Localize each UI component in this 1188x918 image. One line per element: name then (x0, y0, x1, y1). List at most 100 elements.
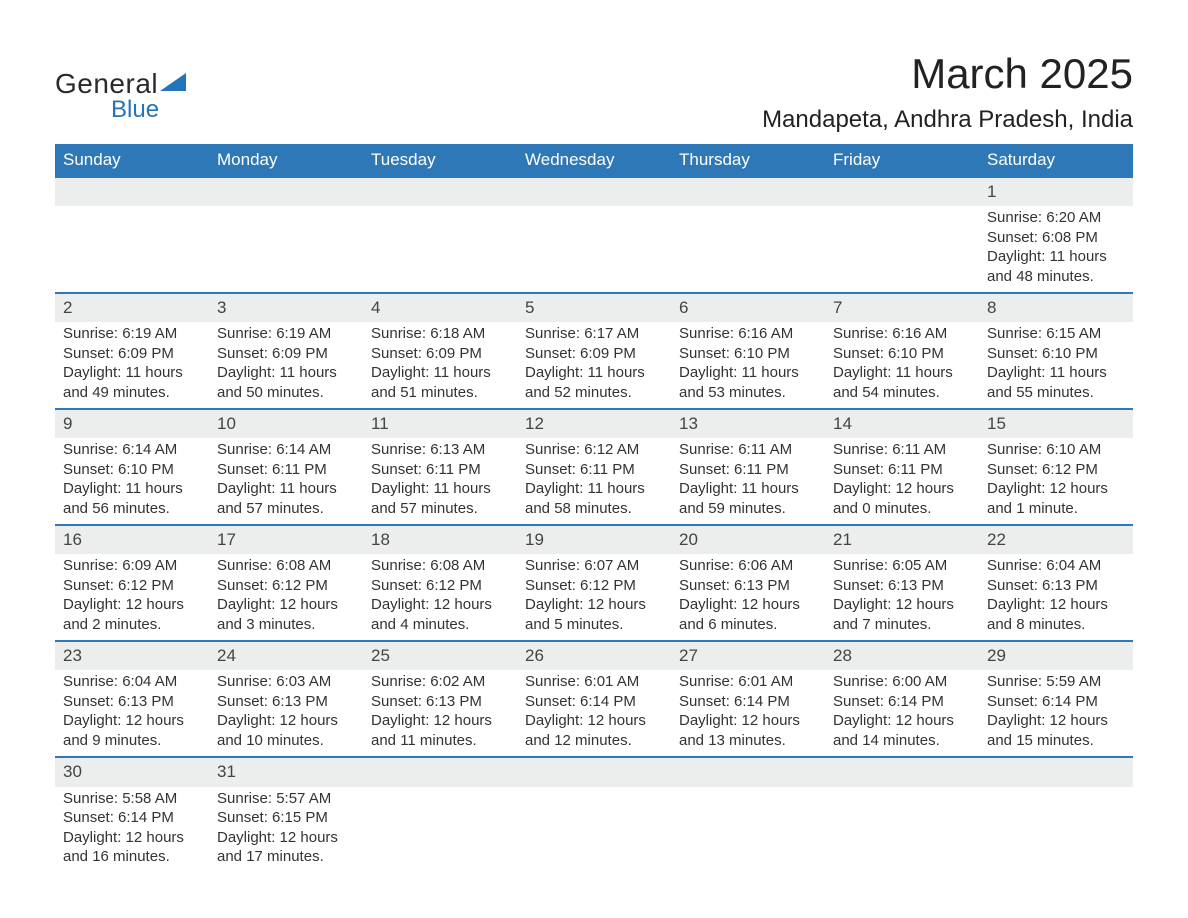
day-number-cell: 6 (671, 293, 825, 322)
day-data: Sunrise: 6:13 AMSunset: 6:11 PMDaylight:… (363, 438, 517, 524)
day-number: 24 (209, 642, 363, 670)
day-number-cell: 4 (363, 293, 517, 322)
day-data-cell: Sunrise: 6:12 AMSunset: 6:11 PMDaylight:… (517, 438, 671, 525)
empty-cell (825, 177, 979, 206)
day-number-cell: 17 (209, 525, 363, 554)
weekday-header: Monday (209, 144, 363, 177)
day-data-row: Sunrise: 6:14 AMSunset: 6:10 PMDaylight:… (55, 438, 1133, 525)
day-data: Sunrise: 6:17 AMSunset: 6:09 PMDaylight:… (517, 322, 671, 408)
day-data-cell: Sunrise: 6:00 AMSunset: 6:14 PMDaylight:… (825, 670, 979, 757)
day-data-row: Sunrise: 6:09 AMSunset: 6:12 PMDaylight:… (55, 554, 1133, 641)
day-data-cell: Sunrise: 6:14 AMSunset: 6:10 PMDaylight:… (55, 438, 209, 525)
empty-cell (825, 206, 979, 293)
calendar: SundayMondayTuesdayWednesdayThursdayFrid… (55, 144, 1133, 873)
weekday-header: Thursday (671, 144, 825, 177)
day-number: 10 (209, 410, 363, 438)
day-data: Sunrise: 6:14 AMSunset: 6:11 PMDaylight:… (209, 438, 363, 524)
day-number-cell: 30 (55, 757, 209, 786)
empty-cell (671, 757, 825, 786)
empty-cell (363, 757, 517, 786)
empty-cell (363, 206, 517, 293)
day-number-cell: 13 (671, 409, 825, 438)
day-data-cell: Sunrise: 6:08 AMSunset: 6:12 PMDaylight:… (209, 554, 363, 641)
day-data-cell: Sunrise: 6:01 AMSunset: 6:14 PMDaylight:… (671, 670, 825, 757)
day-data-cell: Sunrise: 6:05 AMSunset: 6:13 PMDaylight:… (825, 554, 979, 641)
day-data-cell: Sunrise: 6:19 AMSunset: 6:09 PMDaylight:… (55, 322, 209, 409)
day-number-cell: 8 (979, 293, 1133, 322)
day-data: Sunrise: 6:01 AMSunset: 6:14 PMDaylight:… (671, 670, 825, 756)
day-number-row: 3031 (55, 757, 1133, 786)
day-data: Sunrise: 6:20 AMSunset: 6:08 PMDaylight:… (979, 206, 1133, 292)
day-number-cell: 25 (363, 641, 517, 670)
day-data-row: Sunrise: 6:20 AMSunset: 6:08 PMDaylight:… (55, 206, 1133, 293)
day-number-cell: 9 (55, 409, 209, 438)
day-number: 21 (825, 526, 979, 554)
empty-cell (825, 787, 979, 873)
empty-cell (55, 177, 209, 206)
location: Mandapeta, Andhra Pradesh, India (762, 106, 1133, 134)
weekday-header: Tuesday (363, 144, 517, 177)
weekday-header: Wednesday (517, 144, 671, 177)
day-number-cell: 24 (209, 641, 363, 670)
day-data: Sunrise: 6:19 AMSunset: 6:09 PMDaylight:… (209, 322, 363, 408)
title-block: March 2025 Mandapeta, Andhra Pradesh, In… (762, 50, 1133, 134)
day-number-cell: 16 (55, 525, 209, 554)
day-data-cell: Sunrise: 6:06 AMSunset: 6:13 PMDaylight:… (671, 554, 825, 641)
day-data-cell: Sunrise: 6:11 AMSunset: 6:11 PMDaylight:… (671, 438, 825, 525)
day-number: 16 (55, 526, 209, 554)
day-data: Sunrise: 6:11 AMSunset: 6:11 PMDaylight:… (825, 438, 979, 524)
day-number: 27 (671, 642, 825, 670)
day-number: 20 (671, 526, 825, 554)
weekday-header: Sunday (55, 144, 209, 177)
day-data-row: Sunrise: 6:19 AMSunset: 6:09 PMDaylight:… (55, 322, 1133, 409)
day-data: Sunrise: 6:10 AMSunset: 6:12 PMDaylight:… (979, 438, 1133, 524)
empty-cell (363, 787, 517, 873)
day-number-cell: 15 (979, 409, 1133, 438)
empty-cell (979, 787, 1133, 873)
day-number-cell: 19 (517, 525, 671, 554)
empty-cell (671, 206, 825, 293)
day-number: 12 (517, 410, 671, 438)
day-number-cell: 10 (209, 409, 363, 438)
day-number-cell: 5 (517, 293, 671, 322)
day-number-cell: 26 (517, 641, 671, 670)
empty-cell (979, 757, 1133, 786)
day-data: Sunrise: 6:06 AMSunset: 6:13 PMDaylight:… (671, 554, 825, 640)
day-number-cell: 31 (209, 757, 363, 786)
day-data: Sunrise: 6:08 AMSunset: 6:12 PMDaylight:… (363, 554, 517, 640)
day-data-cell: Sunrise: 5:58 AMSunset: 6:14 PMDaylight:… (55, 787, 209, 873)
day-number-row: 9101112131415 (55, 409, 1133, 438)
day-data-row: Sunrise: 5:58 AMSunset: 6:14 PMDaylight:… (55, 787, 1133, 873)
day-number-row: 23242526272829 (55, 641, 1133, 670)
day-data-cell: Sunrise: 6:15 AMSunset: 6:10 PMDaylight:… (979, 322, 1133, 409)
day-data-cell: Sunrise: 6:11 AMSunset: 6:11 PMDaylight:… (825, 438, 979, 525)
empty-cell (517, 787, 671, 873)
day-number-cell: 3 (209, 293, 363, 322)
day-number-cell: 1 (979, 177, 1133, 206)
day-data-cell: Sunrise: 6:16 AMSunset: 6:10 PMDaylight:… (825, 322, 979, 409)
day-data-cell: Sunrise: 6:14 AMSunset: 6:11 PMDaylight:… (209, 438, 363, 525)
weekday-header: Saturday (979, 144, 1133, 177)
day-data: Sunrise: 6:15 AMSunset: 6:10 PMDaylight:… (979, 322, 1133, 408)
day-data-cell: Sunrise: 6:19 AMSunset: 6:09 PMDaylight:… (209, 322, 363, 409)
day-data: Sunrise: 6:16 AMSunset: 6:10 PMDaylight:… (671, 322, 825, 408)
empty-cell (671, 787, 825, 873)
day-number: 15 (979, 410, 1133, 438)
logo-text-1: General (55, 68, 158, 99)
day-data-row: Sunrise: 6:04 AMSunset: 6:13 PMDaylight:… (55, 670, 1133, 757)
day-data: Sunrise: 5:57 AMSunset: 6:15 PMDaylight:… (209, 787, 363, 873)
day-data: Sunrise: 6:08 AMSunset: 6:12 PMDaylight:… (209, 554, 363, 640)
day-data: Sunrise: 6:04 AMSunset: 6:13 PMDaylight:… (55, 670, 209, 756)
month-title: March 2025 (762, 50, 1133, 98)
calendar-header: SundayMondayTuesdayWednesdayThursdayFrid… (55, 144, 1133, 177)
empty-cell (209, 206, 363, 293)
day-data-cell: Sunrise: 5:57 AMSunset: 6:15 PMDaylight:… (209, 787, 363, 873)
day-data: Sunrise: 6:02 AMSunset: 6:13 PMDaylight:… (363, 670, 517, 756)
day-data: Sunrise: 6:04 AMSunset: 6:13 PMDaylight:… (979, 554, 1133, 640)
day-data-cell: Sunrise: 6:01 AMSunset: 6:14 PMDaylight:… (517, 670, 671, 757)
empty-cell (209, 177, 363, 206)
day-data-cell: Sunrise: 6:18 AMSunset: 6:09 PMDaylight:… (363, 322, 517, 409)
day-number: 28 (825, 642, 979, 670)
day-number: 17 (209, 526, 363, 554)
empty-cell (671, 177, 825, 206)
